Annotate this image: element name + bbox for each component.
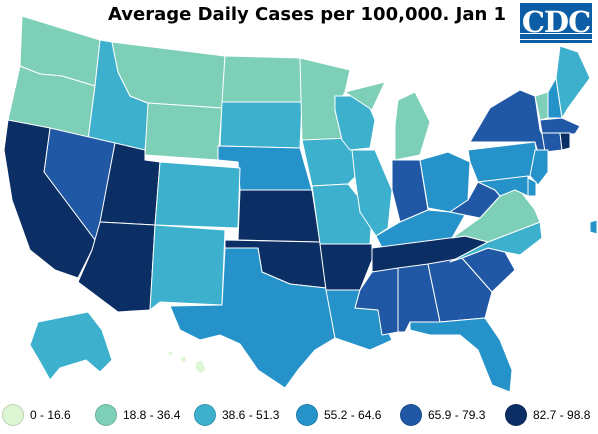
legend-label: 0 - 16.6 — [30, 408, 71, 422]
legend-label: 65.9 - 79.3 — [428, 408, 486, 422]
legend-swatch — [95, 404, 117, 426]
state-AR — [319, 243, 373, 291]
state-KS — [237, 189, 321, 243]
state-NY — [469, 89, 551, 161]
legend: 0 - 16.6 18.8 - 36.4 38.6 - 51.3 55.2 - … — [0, 402, 598, 434]
legend-label: 38.6 - 51.3 — [222, 408, 280, 422]
logo-lines — [520, 33, 592, 40]
legend-item: 18.8 - 36.4 — [95, 404, 180, 426]
cdc-logo: CDC — [520, 3, 592, 43]
state-FL — [409, 317, 513, 393]
legend-swatch — [400, 404, 422, 426]
state-NJ — [529, 149, 549, 186]
legend-swatch — [505, 404, 527, 426]
legend-swatch — [194, 404, 216, 426]
state-NM — [149, 224, 226, 311]
us-choropleth-map — [3, 15, 598, 393]
state-PA — [467, 141, 541, 183]
state-ND — [221, 55, 303, 103]
legend-swatch — [296, 404, 318, 426]
legend-swatch — [2, 404, 24, 426]
legend-item: 0 - 16.6 — [2, 404, 71, 426]
state-RI — [559, 132, 571, 151]
state-HI — [167, 350, 207, 375]
state-AK — [29, 311, 113, 381]
legend-item: 38.6 - 51.3 — [194, 404, 279, 426]
state-MD — [477, 175, 529, 197]
legend-label: 55.2 - 64.6 — [324, 408, 382, 422]
map-title: Average Daily Cases per 100,000. Jan 1 — [108, 4, 507, 25]
legend-item: 55.2 - 64.6 — [296, 404, 381, 426]
state-WY — [144, 102, 223, 161]
state-MD-islet — [589, 219, 598, 235]
state-CT — [541, 132, 563, 153]
state-TX — [169, 247, 336, 389]
state-MA — [539, 117, 581, 135]
legend-label: 82.7 - 98.8 — [533, 408, 591, 422]
legend-item: 82.7 - 98.8 — [505, 404, 590, 426]
legend-label: 18.8 - 36.4 — [123, 408, 181, 422]
state-CO — [154, 161, 241, 229]
state-SD — [219, 101, 303, 149]
legend-item: 65.9 - 79.3 — [400, 404, 485, 426]
state-OH — [419, 151, 471, 213]
state-MI — [344, 81, 431, 161]
state-ME — [555, 45, 591, 119]
state-CA — [3, 119, 96, 279]
